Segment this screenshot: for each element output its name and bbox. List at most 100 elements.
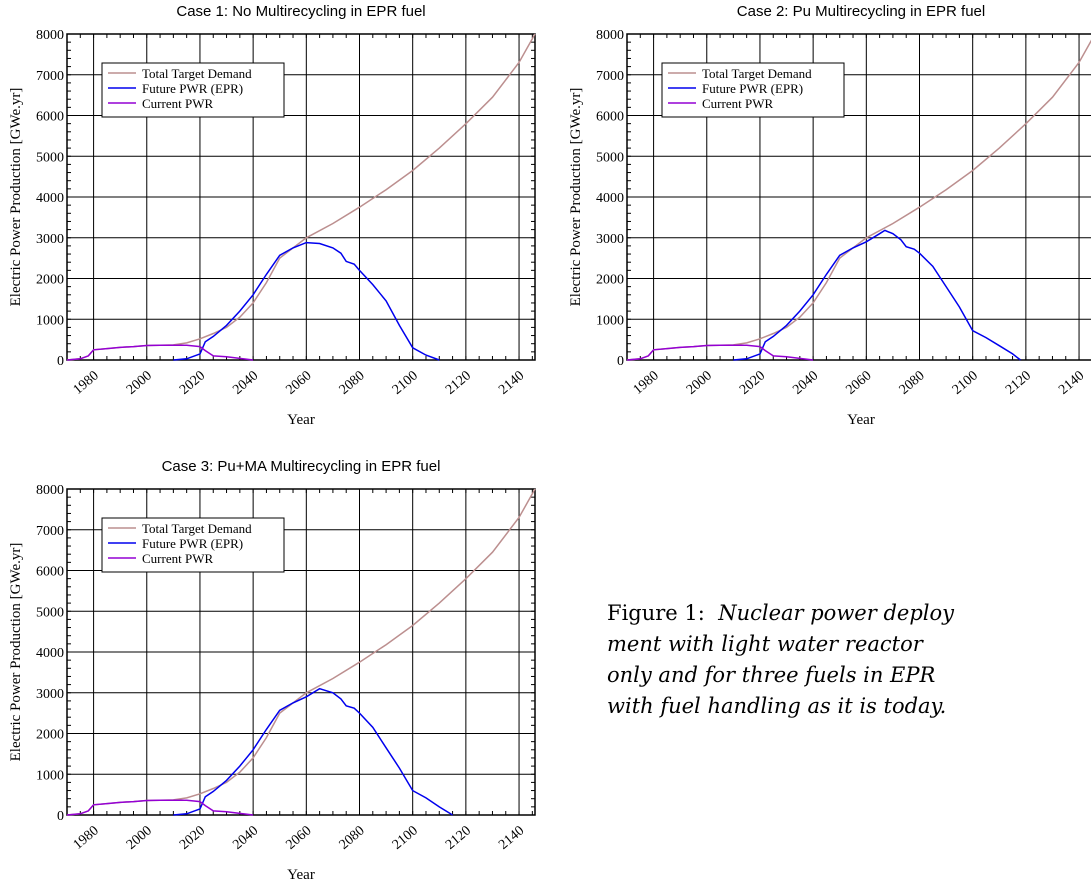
- case-3-x-tick-label: 1980: [71, 823, 102, 852]
- case-3-legend-box: [101, 517, 285, 573]
- case-2-y-tick-label: 8000: [596, 28, 624, 43]
- case-3-legend-label: Total Target Demand: [142, 521, 252, 536]
- case-1-x-tick-label: 2140: [496, 368, 527, 397]
- chart-case-1-svg: Case 1: No Multirecycling in EPR fuel 0 10…: [8, 3, 536, 428]
- case-2-legend-label: Total Target Demand: [702, 66, 812, 81]
- case-3-x-tick-label: 2000: [124, 823, 155, 852]
- case-3-legend-label: Future PWR (EPR): [142, 536, 243, 551]
- caption-line-2: ment with light water reactor: [607, 632, 923, 656]
- case-3-y-tick-label: 5000: [36, 605, 64, 620]
- case-3-y-tick-label: 7000: [36, 524, 64, 539]
- case-2-y-tick-label: 7000: [596, 69, 624, 84]
- case-1-y-tick-label: 7000: [36, 69, 64, 84]
- case-1-y-tick-label: 6000: [36, 110, 64, 125]
- case-2-series-3-line: [626, 344, 814, 361]
- case-3-x-tick-label: 2040: [230, 823, 261, 852]
- case-1-x-tick-label: 2060: [283, 368, 314, 397]
- case-3-y-axis-label: Electric Power Production [GWe.yr]: [8, 543, 24, 762]
- case-2-x-tick-label: 2080: [897, 368, 928, 397]
- case-3-plot-frame: [66, 488, 536, 816]
- case-2-x-tick-label: 2120: [1003, 368, 1034, 397]
- case-3-y-tick-label: 6000: [36, 565, 64, 580]
- chart-case-2: Case 2: Pu Multirecycling in EPR fuel 0 10…: [560, 0, 1091, 430]
- case-1-y-tick-label: 5000: [36, 150, 64, 165]
- case-3-series-2-line: [173, 687, 453, 816]
- chart-case-3: Case 3: Pu+MA Multirecycling in EPR fuel…: [0, 455, 540, 885]
- case-1-y-tick-label: 3000: [36, 232, 64, 247]
- case-2-x-tick-label: 2140: [1056, 368, 1087, 397]
- case-1-y-tick-label: 2000: [36, 273, 64, 288]
- chart-case-1: Case 1: No Multirecycling in EPR fuel 0 10…: [0, 0, 540, 430]
- case-2-legend-label: Current PWR: [702, 96, 773, 111]
- case-2-y-tick-label: 4000: [596, 191, 624, 206]
- case-1-y-tick-label: 0: [57, 354, 64, 369]
- case-2-y-tick-label: 5000: [596, 150, 624, 165]
- chart-case-3-svg: Case 3: Pu+MA Multirecycling in EPR fuel…: [8, 458, 536, 883]
- case-1-legend-label: Current PWR: [142, 96, 213, 111]
- case-1-x-tick-label: 2080: [337, 368, 368, 397]
- caption-text-1: Nuclear power deploy: [718, 601, 954, 625]
- case-2-y-tick-label: 2000: [596, 273, 624, 288]
- case-3-chart-title: Case 3: Pu+MA Multirecycling in EPR fuel: [162, 458, 441, 475]
- chart-case-2-svg: Case 2: Pu Multirecycling in EPR fuel 0 10…: [568, 3, 1091, 428]
- case-3-y-tick-label: 2000: [36, 728, 64, 743]
- case-2-plot-frame: [626, 33, 1091, 361]
- case-2-x-tick-label: 2060: [843, 368, 874, 397]
- case-2-x-tick-label: 2020: [737, 368, 768, 397]
- case-1-chart-title: Case 1: No Multirecycling in EPR fuel: [176, 3, 425, 20]
- case-2-legend-label: Future PWR (EPR): [702, 81, 803, 96]
- case-2-y-tick-label: 1000: [596, 313, 624, 328]
- case-1-legend-box: [101, 62, 285, 118]
- case-3-y-tick-label: 1000: [36, 768, 64, 783]
- caption-line-1: Figure 1: Nuclear power deploy: [607, 598, 1091, 629]
- case-1-y-tick-label: 1000: [36, 313, 64, 328]
- case-3-x-tick-label: 2020: [177, 823, 208, 852]
- case-1-x-tick-label: 2100: [390, 368, 421, 397]
- case-1-x-tick-label: 2000: [124, 368, 155, 397]
- case-3-x-tick-label: 2060: [283, 823, 314, 852]
- case-2-x-tick-label: 2100: [950, 368, 981, 397]
- case-2-y-tick-label: 6000: [596, 110, 624, 125]
- case-1-x-axis-label: Year: [287, 412, 315, 428]
- case-2-chart-title: Case 2: Pu Multirecycling in EPR fuel: [737, 3, 985, 20]
- case-1-x-tick-label: 2040: [230, 368, 261, 397]
- case-3-y-tick-label: 0: [57, 809, 64, 824]
- case-3-y-tick-label: 8000: [36, 483, 64, 498]
- case-2-legend-box: [661, 62, 845, 118]
- case-1-y-tick-label: 8000: [36, 28, 64, 43]
- case-3-x-tick-label: 2100: [390, 823, 421, 852]
- caption-line-3: only and for three fuels in EPR: [607, 663, 936, 687]
- case-1-x-tick-label: 2020: [177, 368, 208, 397]
- case-2-y-axis-label: Electric Power Production [GWe.yr]: [568, 88, 584, 307]
- case-2-x-tick-label: 2000: [684, 368, 715, 397]
- case-3-x-tick-label: 2140: [496, 823, 527, 852]
- caption-label: Figure 1:: [607, 601, 705, 625]
- case-1-plot-frame: [66, 33, 536, 361]
- case-1-legend-label: Future PWR (EPR): [142, 81, 243, 96]
- case-2-x-tick-label: 2040: [790, 368, 821, 397]
- case-1-series-3-line: [66, 344, 254, 361]
- case-3-legend-label: Current PWR: [142, 551, 213, 566]
- case-2-x-axis-label: Year: [847, 412, 875, 428]
- case-3-y-tick-label: 3000: [36, 687, 64, 702]
- case-3-y-tick-label: 4000: [36, 646, 64, 661]
- caption-line-4: with fuel handling as it is today.: [607, 694, 947, 718]
- case-2-series-2-line: [733, 229, 1021, 361]
- case-1-y-axis-label: Electric Power Production [GWe.yr]: [8, 88, 24, 307]
- case-3-series-3-line: [66, 799, 254, 816]
- case-1-x-tick-label: 1980: [71, 368, 102, 397]
- case-2-x-tick-label: 1980: [631, 368, 662, 397]
- case-1-y-tick-label: 4000: [36, 191, 64, 206]
- figure-caption: Figure 1: Nuclear power deploy ment with…: [607, 598, 1091, 722]
- case-3-x-tick-label: 2080: [337, 823, 368, 852]
- case-1-x-tick-label: 2120: [443, 368, 474, 397]
- case-2-y-tick-label: 0: [617, 354, 624, 369]
- case-2-y-tick-label: 3000: [596, 232, 624, 247]
- case-1-series-2-line: [173, 241, 440, 361]
- case-3-x-axis-label: Year: [287, 867, 315, 883]
- case-1-legend-label: Total Target Demand: [142, 66, 252, 81]
- case-3-x-tick-label: 2120: [443, 823, 474, 852]
